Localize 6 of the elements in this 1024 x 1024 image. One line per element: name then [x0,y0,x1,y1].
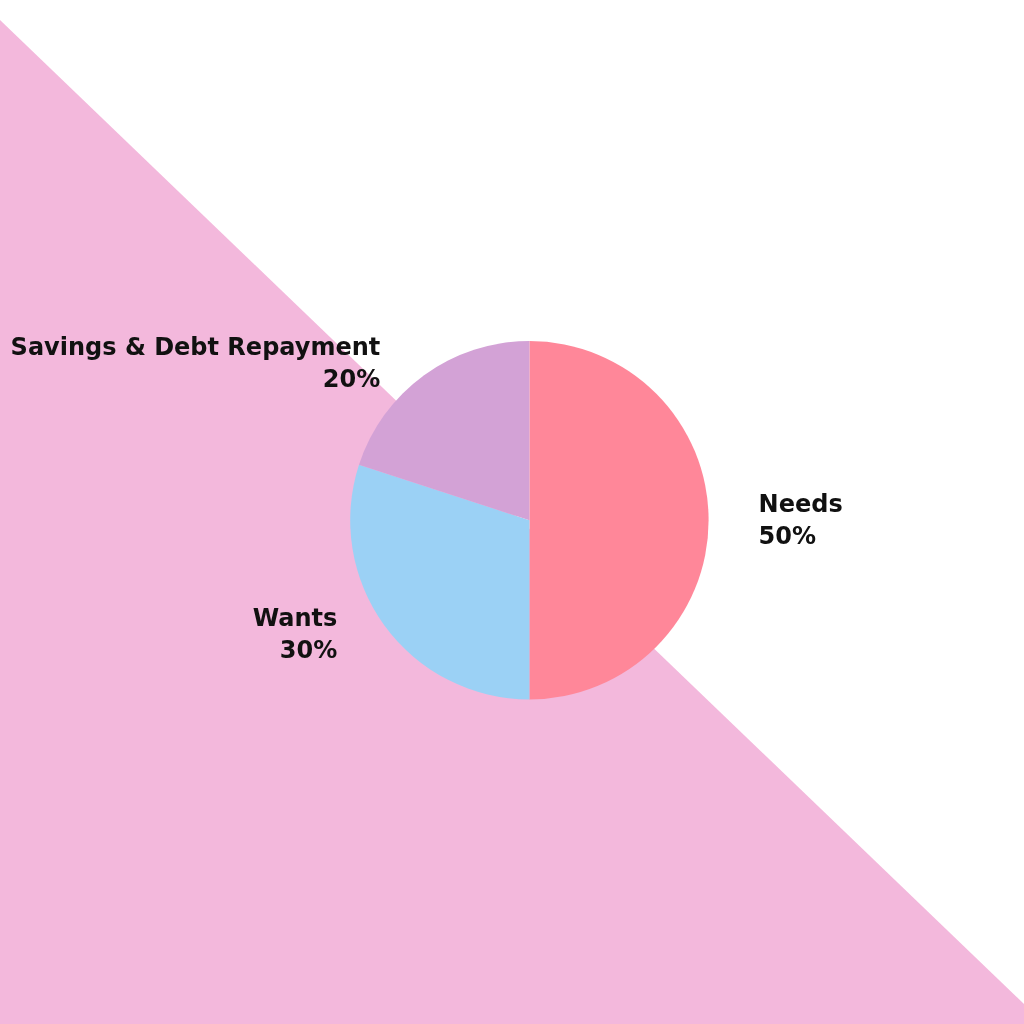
data-label: 50% [758,522,817,551]
data-label: 20% [322,365,381,394]
slice-label: Wants [252,604,338,633]
slice-label: Needs [758,490,843,519]
data-label: 30% [279,636,338,665]
slice-label: Savings & Debt Repayment [10,333,381,362]
